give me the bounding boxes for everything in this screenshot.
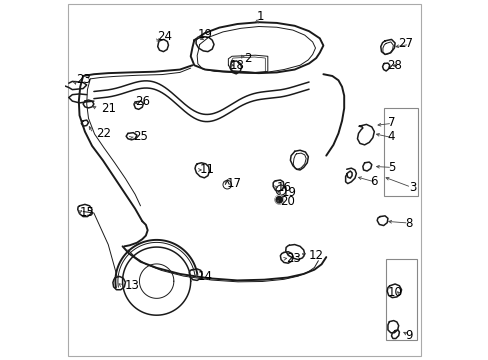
Text: 24: 24 bbox=[156, 30, 171, 43]
Circle shape bbox=[274, 195, 283, 204]
Text: 4: 4 bbox=[387, 130, 394, 144]
Text: 5: 5 bbox=[387, 161, 394, 174]
Text: 23: 23 bbox=[285, 252, 300, 265]
Text: 17: 17 bbox=[226, 177, 241, 190]
Bar bbox=[386, 259, 416, 339]
Text: 14: 14 bbox=[198, 270, 212, 283]
Text: 13: 13 bbox=[124, 279, 139, 292]
Text: 9: 9 bbox=[405, 329, 412, 342]
Text: 23: 23 bbox=[76, 73, 91, 86]
Text: 18: 18 bbox=[230, 59, 244, 72]
Text: 19: 19 bbox=[198, 28, 212, 41]
Text: 28: 28 bbox=[386, 59, 402, 72]
Text: 22: 22 bbox=[96, 127, 110, 140]
Text: 1: 1 bbox=[257, 10, 264, 23]
Text: 16: 16 bbox=[276, 181, 291, 194]
Text: 3: 3 bbox=[408, 181, 416, 194]
Text: 11: 11 bbox=[199, 163, 214, 176]
Text: 2: 2 bbox=[244, 51, 251, 64]
Text: 10: 10 bbox=[386, 287, 402, 300]
Text: 25: 25 bbox=[133, 130, 148, 144]
Text: 21: 21 bbox=[101, 102, 116, 115]
Text: 6: 6 bbox=[369, 175, 376, 188]
Text: 20: 20 bbox=[280, 195, 295, 208]
Text: 26: 26 bbox=[135, 95, 150, 108]
Text: 15: 15 bbox=[80, 206, 94, 219]
Text: 27: 27 bbox=[397, 37, 412, 50]
Text: 12: 12 bbox=[308, 249, 324, 262]
Text: 8: 8 bbox=[405, 216, 412, 230]
Text: 19: 19 bbox=[282, 186, 297, 199]
Text: 7: 7 bbox=[387, 116, 394, 129]
Bar bbox=[384, 108, 418, 196]
